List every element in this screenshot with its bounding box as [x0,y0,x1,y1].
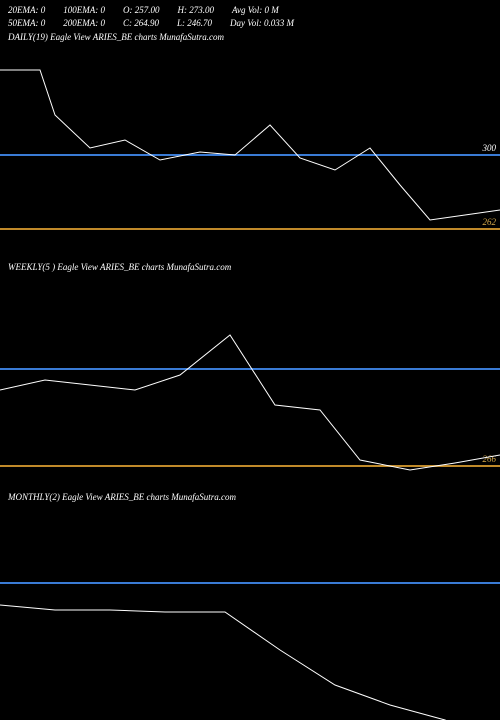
price-series-daily [0,30,500,260]
stat-close: C: 264.90 [123,17,159,30]
stats-header: 20EMA: 0 100EMA: 0 O: 257.00 H: 273.00 A… [0,0,500,33]
stat-50ema: 50EMA: 0 [8,17,45,30]
price-line [0,605,500,720]
chart-panel-daily: DAILY(19) Eagle View ARIES_BE charts Mun… [0,30,500,260]
chart-panel-weekly: WEEKLY(5 ) Eagle View ARIES_BE charts Mu… [0,260,500,490]
panel-title-weekly: WEEKLY(5 ) Eagle View ARIES_BE charts Mu… [8,262,231,272]
stats-row-1: 20EMA: 0 100EMA: 0 O: 257.00 H: 273.00 A… [8,4,492,17]
stat-20ema: 20EMA: 0 [8,4,45,17]
panel-title-monthly: MONTHLY(2) Eagle View ARIES_BE charts Mu… [8,492,236,502]
stats-row-2: 50EMA: 0 200EMA: 0 C: 264.90 L: 246.70 D… [8,17,492,30]
stat-avgvol: Avg Vol: 0 M [232,4,279,17]
panel-title-daily: DAILY(19) Eagle View ARIES_BE charts Mun… [8,32,224,42]
price-line [0,70,500,220]
stat-low: L: 246.70 [177,17,212,30]
price-series-monthly [0,490,500,720]
stat-high: H: 273.00 [178,4,215,17]
price-line [0,335,500,470]
stat-200ema: 200EMA: 0 [63,17,105,30]
stat-dayvol: Day Vol: 0.033 M [230,17,294,30]
stat-100ema: 100EMA: 0 [63,4,105,17]
price-series-weekly [0,260,500,490]
stat-open: O: 257.00 [123,4,160,17]
chart-panel-monthly: MONTHLY(2) Eagle View ARIES_BE charts Mu… [0,490,500,720]
